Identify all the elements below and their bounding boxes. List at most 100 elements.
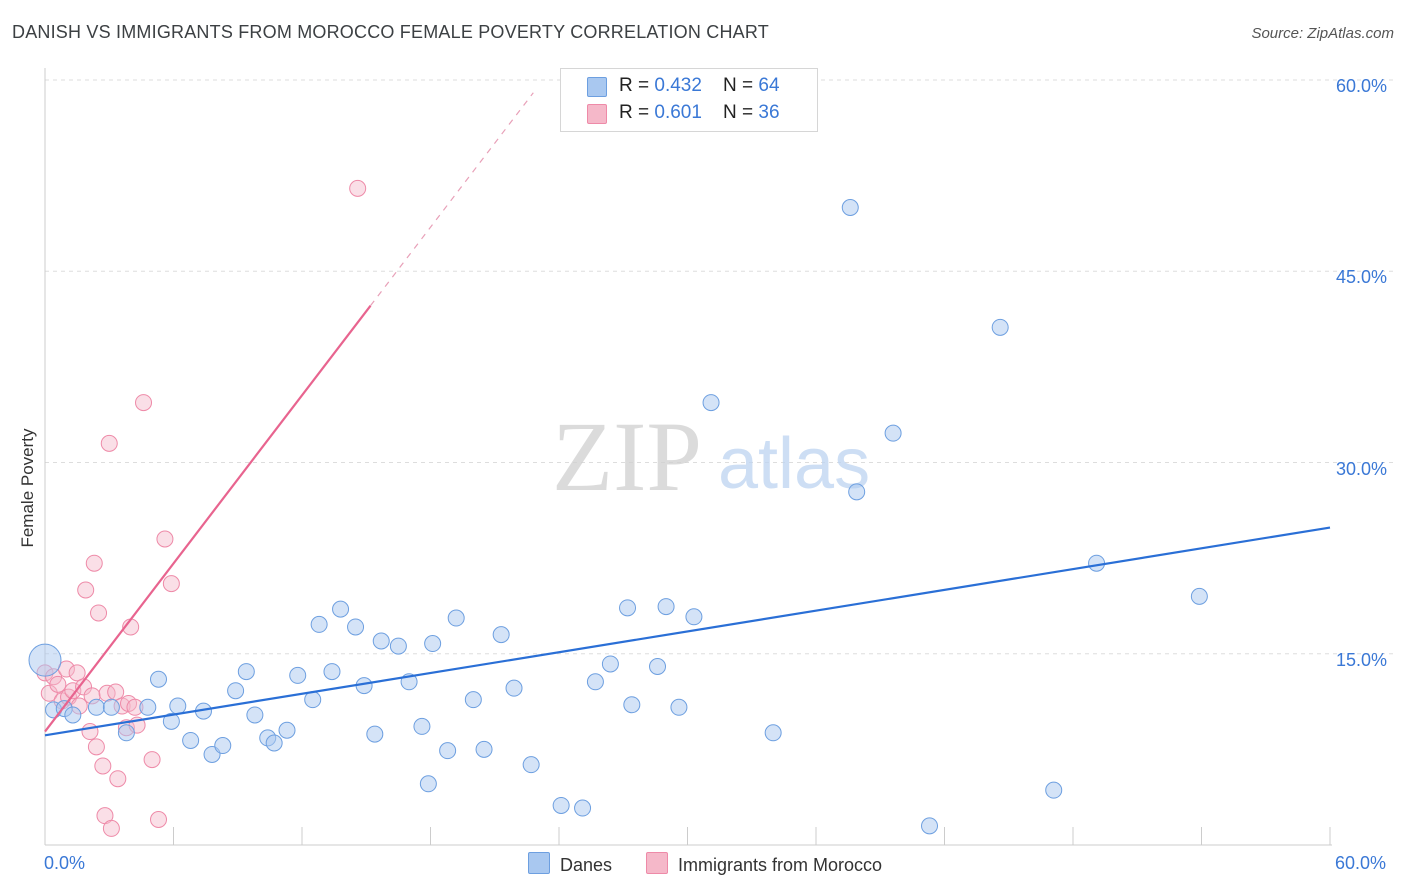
- morocco-point: [162, 575, 180, 593]
- legend-text-morocco: R = 0.601 N = 36: [619, 102, 780, 124]
- danes-point: [1088, 554, 1106, 572]
- bottom-legend-swatch-morocco: [646, 852, 668, 874]
- legend-r-value-danes: 0.432: [654, 75, 702, 96]
- watermark-zip: ZIP: [552, 401, 702, 512]
- danes-point: [413, 717, 431, 735]
- series-danes-points: [28, 199, 1208, 835]
- trendlines: [44, 92, 1331, 737]
- danes-point: [586, 673, 604, 691]
- morocco-trendline-extension: [370, 92, 534, 307]
- morocco-point: [64, 682, 82, 700]
- morocco-point: [49, 675, 67, 693]
- danes-point: [102, 698, 120, 716]
- danes-point: [670, 698, 688, 716]
- danes-point: [64, 706, 82, 724]
- danes-point: [623, 696, 641, 714]
- danes-point: [182, 731, 200, 749]
- danes-point: [310, 615, 328, 633]
- danes-point: [1045, 781, 1063, 799]
- source-label: Source: ZipAtlas.com: [1251, 25, 1394, 42]
- danes-point: [841, 199, 859, 216]
- legend-r-label: R =: [619, 75, 655, 96]
- series-morocco-points: [36, 179, 367, 837]
- morocco-point: [135, 394, 153, 412]
- morocco-trendline: [44, 305, 372, 733]
- danes-point: [601, 655, 619, 673]
- danes-point: [28, 643, 62, 677]
- danes-point: [447, 609, 465, 627]
- danes-point: [419, 775, 437, 793]
- danes-point: [439, 742, 457, 760]
- danes-point: [619, 599, 637, 617]
- morocco-point: [143, 751, 161, 769]
- bottom-legend-label-morocco: Immigrants from Morocco: [678, 855, 883, 875]
- danes-point: [372, 632, 390, 650]
- stats-legend: R = 0.432 N = 64 R = 0.601 N = 36: [560, 68, 818, 132]
- danes-point: [139, 698, 157, 716]
- danes-point: [332, 600, 350, 618]
- danes-trendline: [44, 526, 1331, 737]
- danes-point: [162, 712, 180, 730]
- morocco-point: [68, 664, 86, 682]
- bottom-legend-danes: Danes: [528, 852, 612, 876]
- y-tick-label: 60.0%: [1336, 76, 1388, 96]
- chart-title: DANISH VS IMMIGRANTS FROM MOROCCO FEMALE…: [12, 22, 769, 42]
- y-tick-label: 15.0%: [1336, 649, 1388, 670]
- legend-n-value-morocco: 36: [758, 102, 780, 123]
- bottom-legend-label-danes: Danes: [560, 855, 613, 875]
- morocco-point: [77, 581, 95, 599]
- danes-point: [246, 706, 264, 724]
- danes-point: [389, 637, 407, 655]
- morocco-point: [85, 554, 103, 572]
- bottom-legend-swatch-danes: [528, 852, 550, 874]
- danes-point: [475, 740, 493, 758]
- danes-point: [237, 663, 255, 681]
- danes-point: [991, 318, 1009, 336]
- morocco-point: [109, 770, 127, 788]
- danes-point: [884, 424, 902, 442]
- legend-n-label: N =: [723, 102, 759, 123]
- y-tick-label: 45.0%: [1336, 267, 1388, 288]
- danes-point: [227, 682, 245, 700]
- legend-n-label: N =: [723, 75, 759, 96]
- bottom-legend-morocco: Immigrants from Morocco: [646, 852, 882, 876]
- danes-point: [921, 817, 939, 835]
- morocco-point: [150, 811, 168, 828]
- legend-n-value-danes: 64: [758, 75, 780, 96]
- danes-point: [492, 626, 510, 644]
- danes-point: [574, 799, 592, 817]
- danes-point: [150, 670, 168, 688]
- morocco-point: [40, 684, 58, 702]
- danes-point: [278, 721, 296, 739]
- danes-point: [552, 796, 570, 814]
- legend-r-label: R =: [619, 102, 655, 123]
- y-tick-label: 30.0%: [1336, 458, 1388, 479]
- morocco-point: [156, 530, 174, 548]
- legend-text-danes: R = 0.432 N = 64: [619, 75, 780, 97]
- danes-point: [87, 698, 105, 716]
- danes-point: [522, 756, 540, 774]
- danes-point: [289, 666, 307, 684]
- danes-point: [505, 679, 523, 697]
- morocco-point: [90, 604, 108, 622]
- morocco-point: [102, 819, 120, 837]
- axes: [44, 68, 1332, 846]
- danes-point: [424, 635, 442, 653]
- danes-point: [649, 658, 667, 675]
- danes-point: [366, 725, 384, 743]
- danes-point: [169, 697, 187, 715]
- gridlines: [45, 79, 1395, 655]
- danes-point: [265, 734, 283, 752]
- danes-point: [657, 598, 675, 616]
- morocco-point: [94, 757, 112, 775]
- y-axis-title: Female Poverty: [18, 428, 37, 548]
- watermark-atlas: atlas: [718, 424, 870, 504]
- morocco-point: [349, 179, 367, 197]
- legend-swatch-morocco: [587, 104, 607, 124]
- danes-point: [1190, 587, 1208, 605]
- danes-point: [848, 483, 866, 501]
- danes-point: [702, 394, 720, 412]
- danes-point: [685, 608, 703, 626]
- legend-r-value-morocco: 0.601: [654, 102, 702, 123]
